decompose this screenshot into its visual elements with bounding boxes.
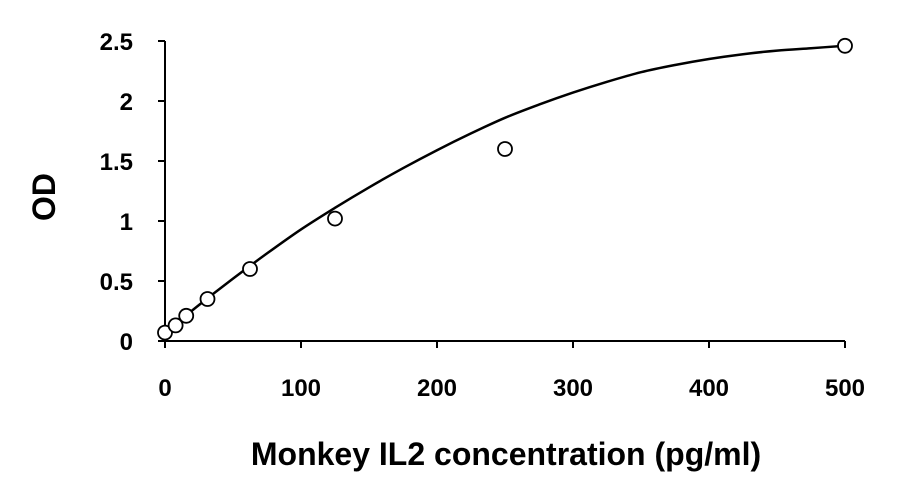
data-point xyxy=(327,210,343,227)
data-point xyxy=(178,307,195,324)
data-point xyxy=(242,261,258,277)
data-point xyxy=(199,291,216,307)
x-tick-label: 100 xyxy=(281,375,321,402)
y-tick-label: 1 xyxy=(120,209,133,236)
x-tick-label: 500 xyxy=(825,375,865,402)
data-point xyxy=(167,317,184,334)
x-tick-label: 400 xyxy=(689,375,729,402)
y-tick-label: 0 xyxy=(120,329,133,356)
y-axis-ticks: 0 0.5 1 1.5 2 2.5 xyxy=(100,29,165,356)
x-tick-label: 200 xyxy=(417,375,457,402)
data-points xyxy=(157,37,853,341)
x-axis-title: Monkey IL2 concentration (pg/ml) xyxy=(251,436,761,472)
x-tick-label: 300 xyxy=(553,375,593,402)
y-tick-label: 1.5 xyxy=(100,149,133,176)
x-tick-label: 0 xyxy=(158,375,171,402)
y-tick-label: 2 xyxy=(120,89,133,116)
data-point xyxy=(497,141,513,157)
data-point xyxy=(157,324,173,341)
data-point xyxy=(837,37,853,54)
x-axis-ticks: 0 100 200 300 400 500 xyxy=(158,341,865,402)
fit-curve xyxy=(164,44,846,334)
y-tick-label: 0.5 xyxy=(100,269,133,296)
y-axis-title: OD xyxy=(26,173,62,221)
plot-area: 0 0.5 1 1.5 2 2.5 0 100 200 300 400 500 xyxy=(100,29,865,402)
y-tick-label: 2.5 xyxy=(100,29,133,56)
